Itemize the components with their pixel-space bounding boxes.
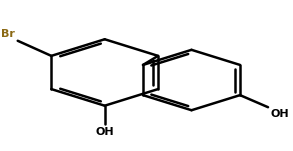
Text: OH: OH: [95, 127, 114, 137]
Text: OH: OH: [271, 109, 289, 119]
Text: Br: Br: [1, 29, 15, 39]
